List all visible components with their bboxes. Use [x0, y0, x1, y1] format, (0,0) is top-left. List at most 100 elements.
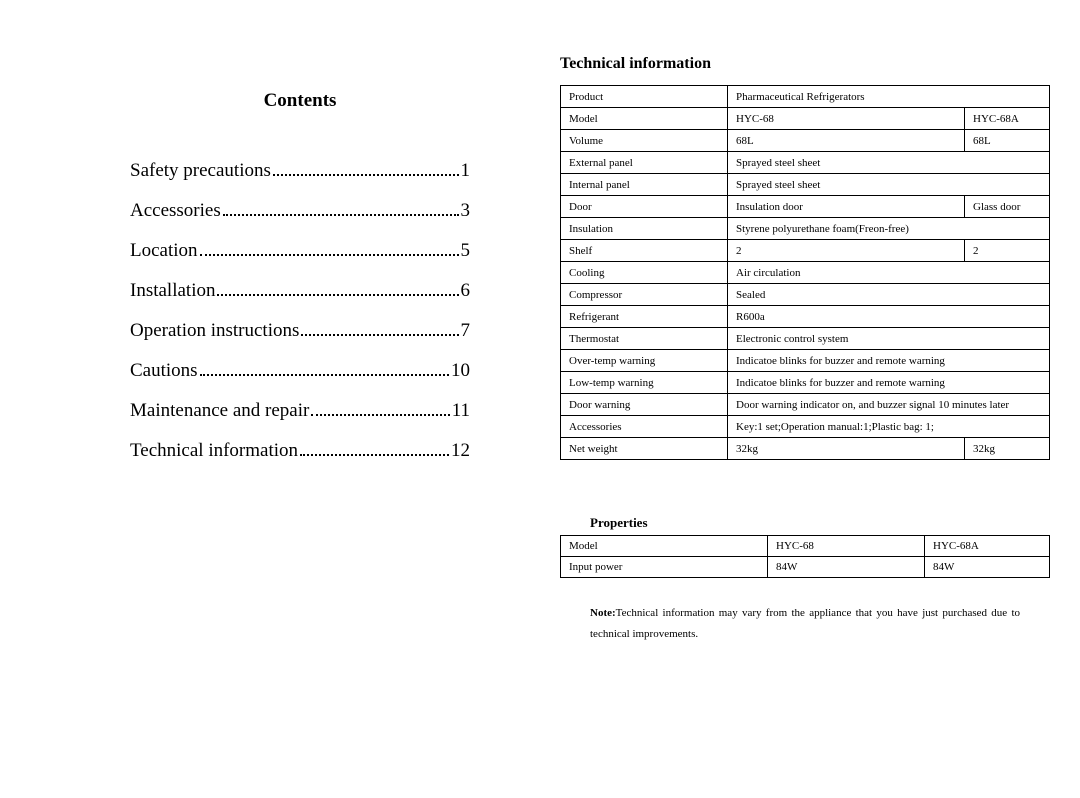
note-text: Note:Technical information may vary from… [560, 603, 1050, 645]
table-row: ModelHYC-68HYC-68A [561, 108, 1050, 130]
toc-item: Accessories 3 [130, 200, 470, 222]
spec-label: Internal panel [561, 174, 728, 196]
spec-value: Glass door [965, 196, 1050, 218]
prop-label: Input power [561, 557, 768, 578]
toc-label: Location [130, 240, 198, 262]
spec-value: R600a [728, 306, 1050, 328]
spec-label: Volume [561, 130, 728, 152]
spec-label: Insulation [561, 218, 728, 240]
toc-page: 1 [461, 160, 471, 182]
table-row: InsulationStyrene polyurethane foam(Freo… [561, 218, 1050, 240]
spec-label: Door [561, 196, 728, 218]
toc-item: Safety precautions 1 [130, 160, 470, 182]
spec-label: Net weight [561, 438, 728, 460]
spec-label: Door warning [561, 394, 728, 416]
toc-label: Installation [130, 280, 215, 302]
spec-label: Over-temp warning [561, 350, 728, 372]
prop-value: HYC-68 [768, 536, 925, 557]
prop-value: HYC-68A [925, 536, 1050, 557]
spec-value: Indicatoe blinks for buzzer and remote w… [728, 350, 1050, 372]
toc-page: 12 [451, 440, 470, 462]
table-row: CoolingAir circulation [561, 262, 1050, 284]
spec-value: Sprayed steel sheet [728, 152, 1050, 174]
spec-label: Compressor [561, 284, 728, 306]
technical-title: Technical information [560, 55, 1050, 73]
table-row: ThermostatElectronic control system [561, 328, 1050, 350]
note-body: Technical information may vary from the … [590, 607, 1020, 640]
spec-value: Electronic control system [728, 328, 1050, 350]
spec-label: Low-temp warning [561, 372, 728, 394]
toc-dots [200, 374, 449, 376]
toc-dots [311, 414, 449, 416]
spec-value: Sealed [728, 284, 1050, 306]
table-row: RefrigerantR600a [561, 306, 1050, 328]
prop-label: Model [561, 536, 768, 557]
spec-label: Accessories [561, 416, 728, 438]
spec-value: 32kg [728, 438, 965, 460]
toc-item: Cautions 10 [130, 360, 470, 382]
properties-table: ModelHYC-68HYC-68AInput power84W84W [560, 535, 1050, 578]
toc-page: 11 [452, 400, 470, 422]
spec-label: Thermostat [561, 328, 728, 350]
toc-label: Accessories [130, 200, 221, 222]
spec-value: Door warning indicator on, and buzzer si… [728, 394, 1050, 416]
spec-value: HYC-68 [728, 108, 965, 130]
table-row: AccessoriesKey:1 set;Operation manual:1;… [561, 416, 1050, 438]
toc-page: 10 [451, 360, 470, 382]
table-row: Shelf22 [561, 240, 1050, 262]
contents-page: Contents Safety precautions 1 Accessorie… [0, 0, 540, 798]
spec-value: Key:1 set;Operation manual:1;Plastic bag… [728, 416, 1050, 438]
spec-value: Indicatoe blinks for buzzer and remote w… [728, 372, 1050, 394]
toc-dots [300, 454, 449, 456]
table-row: CompressorSealed [561, 284, 1050, 306]
toc-page: 6 [461, 280, 471, 302]
table-row: Low-temp warningIndicatoe blinks for buz… [561, 372, 1050, 394]
toc-item: Location 5 [130, 240, 470, 262]
spec-value: HYC-68A [965, 108, 1050, 130]
technical-table: ProductPharmaceutical RefrigeratorsModel… [560, 85, 1050, 460]
spec-value: Sprayed steel sheet [728, 174, 1050, 196]
technical-page: Technical information ProductPharmaceuti… [540, 0, 1080, 798]
toc-page: 3 [461, 200, 471, 222]
spec-value: 32kg [965, 438, 1050, 460]
table-row: ProductPharmaceutical Refrigerators [561, 86, 1050, 108]
table-row: ModelHYC-68HYC-68A [561, 536, 1050, 557]
toc-page: 5 [461, 240, 471, 262]
table-row: Internal panelSprayed steel sheet [561, 174, 1050, 196]
toc-label: Cautions [130, 360, 198, 382]
spec-value: Styrene polyurethane foam(Freon-free) [728, 218, 1050, 240]
toc-item: Maintenance and repair 11 [130, 400, 470, 422]
spec-label: Shelf [561, 240, 728, 262]
toc-label: Operation instructions [130, 320, 299, 342]
contents-title: Contents [130, 90, 470, 112]
toc-dots [273, 174, 459, 176]
spec-label: Product [561, 86, 728, 108]
table-row: Input power84W84W [561, 557, 1050, 578]
table-row: Volume68L68L [561, 130, 1050, 152]
toc-dots [223, 214, 459, 216]
toc-label: Safety precautions [130, 160, 271, 182]
table-row: Over-temp warningIndicatoe blinks for bu… [561, 350, 1050, 372]
table-row: Net weight32kg32kg [561, 438, 1050, 460]
toc-dots [217, 294, 458, 296]
spec-value: 68L [728, 130, 965, 152]
table-row: DoorInsulation doorGlass door [561, 196, 1050, 218]
toc-item: Operation instructions 7 [130, 320, 470, 342]
toc-label: Maintenance and repair [130, 400, 309, 422]
properties-title: Properties [560, 515, 1050, 531]
spec-value: Air circulation [728, 262, 1050, 284]
note-label: Note: [590, 607, 616, 619]
toc-dots [301, 334, 458, 336]
table-row: Door warningDoor warning indicator on, a… [561, 394, 1050, 416]
spec-value: Pharmaceutical Refrigerators [728, 86, 1050, 108]
toc-item: Technical information 12 [130, 440, 470, 462]
spec-value: 2 [965, 240, 1050, 262]
toc-label: Technical information [130, 440, 298, 462]
spec-value: 2 [728, 240, 965, 262]
toc-page: 7 [461, 320, 471, 342]
spec-label: Model [561, 108, 728, 130]
toc-list: Safety precautions 1 Accessories 3 Locat… [130, 160, 470, 462]
spec-value: 68L [965, 130, 1050, 152]
table-row: External panelSprayed steel sheet [561, 152, 1050, 174]
toc-dots [200, 254, 459, 256]
